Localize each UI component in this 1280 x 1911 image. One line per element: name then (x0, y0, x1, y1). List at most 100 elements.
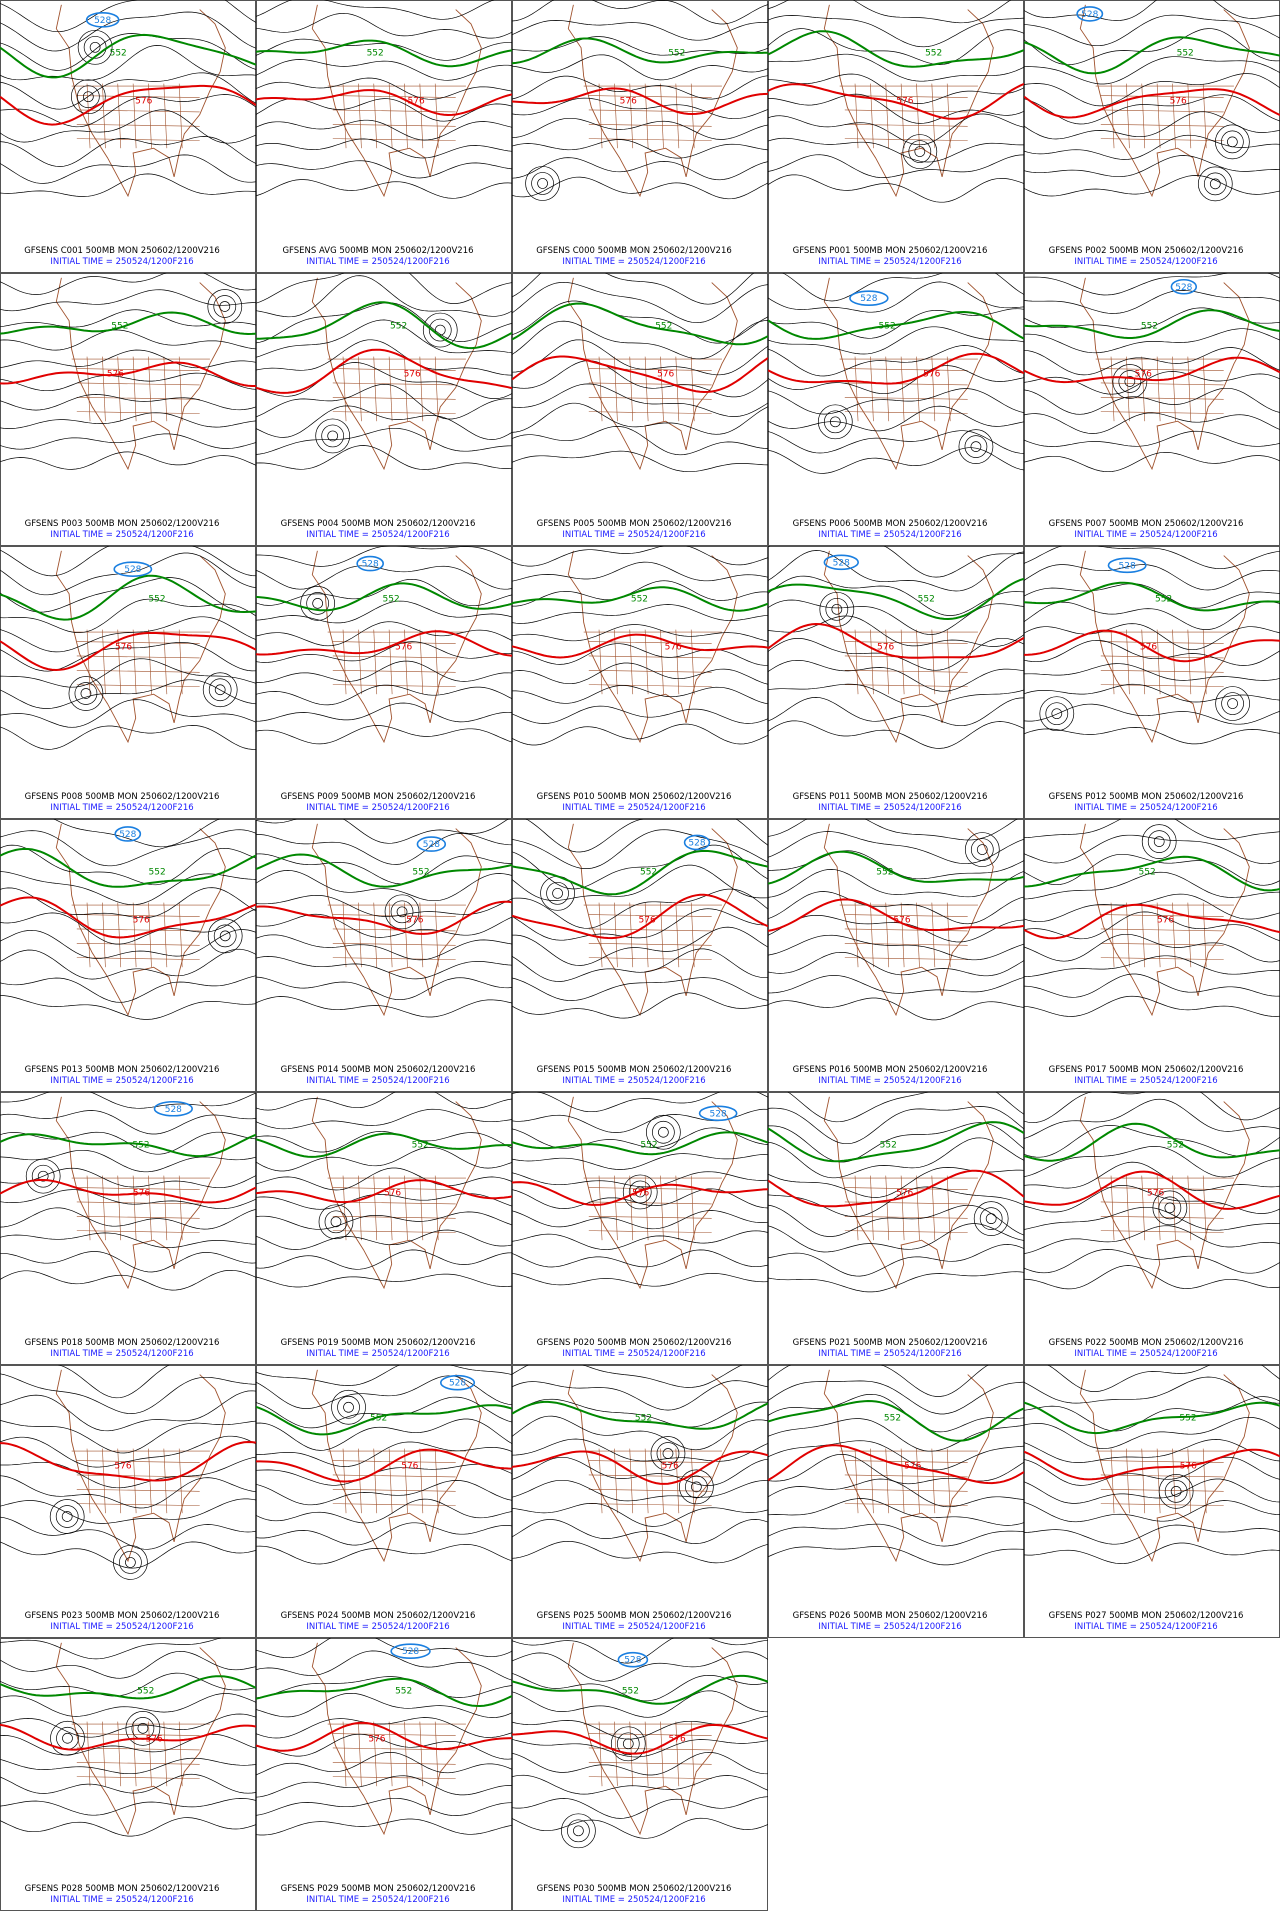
closed-contour (324, 1210, 348, 1234)
state-border (598, 1448, 603, 1514)
height-contour (512, 948, 768, 982)
height-contour (512, 546, 768, 567)
panel-title: GFSENS P004 500MB MON 250602/1200V216 (281, 519, 476, 529)
state-border (388, 356, 393, 422)
panel-title: GFSENS P029 500MB MON 250602/1200V216 (281, 1884, 476, 1894)
contour-528 (390, 1643, 431, 1659)
height-contour (512, 1796, 768, 1819)
panel-border (0, 819, 256, 1092)
state-border (332, 368, 456, 371)
state-border (844, 1187, 968, 1190)
height-contour (512, 281, 768, 324)
state-border (900, 356, 905, 422)
panel-title: GFSENS P013 500MB MON 250602/1200V216 (25, 1065, 220, 1075)
contour-label: 552 (367, 49, 384, 59)
height-contour (525, 819, 768, 853)
map-area: 576 552 (512, 1365, 768, 1564)
height-contour (512, 604, 768, 624)
contour-label: 576 (639, 915, 656, 925)
state-border (1100, 123, 1224, 127)
height-contour (512, 1738, 768, 1758)
panel-title: GFSENS P018 500MB MON 250602/1200V216 (25, 1338, 220, 1348)
height-contour (768, 1393, 1024, 1433)
height-contour (256, 1775, 512, 1798)
closed-contour (552, 887, 563, 899)
contour-label: 576 (620, 96, 637, 106)
state-border (76, 1747, 200, 1751)
height-contour (256, 853, 512, 885)
state-border (102, 1175, 106, 1241)
height-contour (512, 320, 768, 360)
state-border (690, 1448, 695, 1514)
coastline (567, 550, 738, 744)
state-border (178, 356, 183, 422)
state-border (870, 83, 874, 149)
state-border (629, 356, 634, 422)
closed-contour (573, 1825, 584, 1837)
state-border (1187, 356, 1192, 422)
map-panel: 576 552 GFSENS P005 500MB MON 250602/1200V… (512, 273, 768, 546)
contour-label: 576 (923, 369, 940, 379)
height-contour (768, 1186, 1024, 1217)
height-contour (512, 117, 768, 140)
contour-576 (768, 352, 1024, 385)
closed-contour (68, 676, 104, 711)
state-border (588, 1460, 712, 1463)
state-border (117, 1721, 122, 1787)
height-contour (768, 659, 1024, 692)
height-contour (1024, 1376, 1280, 1404)
height-contour (1024, 134, 1280, 160)
height-contour (256, 565, 512, 590)
state-border (870, 356, 874, 422)
contour-label: 528 (423, 840, 440, 850)
contour-label: 528 (833, 558, 850, 568)
height-contour (0, 372, 256, 392)
contour-576 (512, 87, 768, 116)
state-border (148, 902, 152, 968)
height-contour (256, 383, 512, 420)
state-border (332, 641, 456, 644)
height-contour (0, 349, 256, 369)
state-border (644, 1721, 649, 1787)
contour-576 (0, 84, 256, 126)
contour-552 (768, 30, 1024, 68)
height-contour (1024, 371, 1280, 395)
panel-initial-time: INITIAL TIME = 250524/1200F216 (306, 803, 449, 813)
contour-label: 552 (383, 595, 400, 605)
state-border (598, 902, 603, 968)
height-contour (0, 725, 256, 750)
closed-contour (208, 678, 232, 702)
height-contour (256, 1092, 512, 1111)
state-border (614, 629, 618, 695)
contour-label: 552 (655, 322, 672, 332)
contour-552 (256, 1132, 512, 1158)
state-border (885, 356, 890, 422)
state-border (1202, 902, 1207, 968)
panel-border (512, 819, 768, 1092)
state-border (76, 1761, 200, 1765)
panel-initial-time: INITIAL TIME = 250524/1200F216 (50, 257, 193, 267)
panel-initial-time: INITIAL TIME = 250524/1200F216 (1074, 257, 1217, 267)
state-border (588, 123, 712, 127)
state-border (644, 83, 649, 149)
panel-initial-time: INITIAL TIME = 250524/1200F216 (562, 1349, 705, 1359)
state-border (660, 1175, 664, 1241)
closed-contour (908, 140, 932, 163)
state-border (1110, 1448, 1115, 1514)
contour-label: 528 (710, 1109, 727, 1119)
state-border (1100, 928, 1224, 932)
state-border (1141, 83, 1146, 149)
state-border (690, 356, 695, 422)
height-contour (0, 1269, 256, 1291)
closed-contour (1215, 686, 1250, 721)
closed-contour (628, 1180, 652, 1204)
contour-576 (1024, 88, 1280, 119)
height-contour (1024, 1478, 1280, 1504)
height-contour (768, 599, 1024, 635)
state-border (132, 1175, 137, 1241)
contour-label: 552 (635, 1414, 652, 1424)
height-contour (768, 575, 1024, 616)
panel-border (256, 273, 512, 546)
panel-border (256, 0, 512, 273)
coastline (55, 550, 226, 744)
